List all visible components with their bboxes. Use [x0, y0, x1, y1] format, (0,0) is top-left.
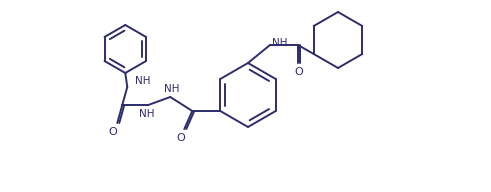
Text: O: O: [295, 67, 303, 77]
Text: O: O: [108, 127, 117, 137]
Text: NH: NH: [272, 38, 288, 48]
Text: O: O: [176, 133, 185, 143]
Text: NH: NH: [138, 109, 154, 119]
Text: NH: NH: [164, 84, 179, 94]
Text: NH: NH: [136, 76, 151, 86]
